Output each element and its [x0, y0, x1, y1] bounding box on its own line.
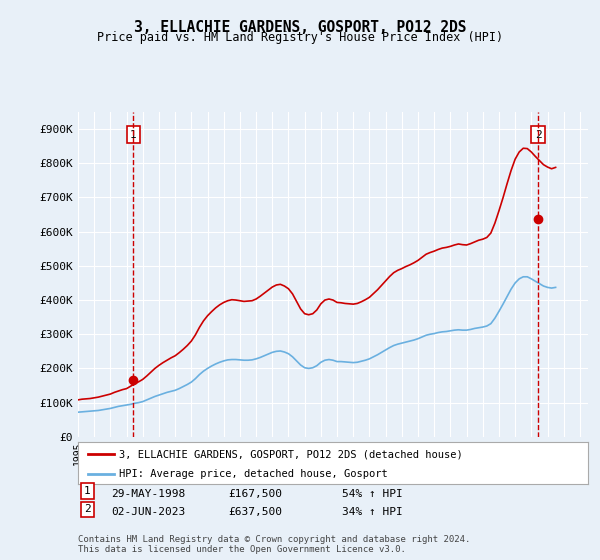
Text: £167,500: £167,500 [228, 489, 282, 499]
Text: £637,500: £637,500 [228, 507, 282, 517]
Text: 34% ↑ HPI: 34% ↑ HPI [342, 507, 403, 517]
Text: 54% ↑ HPI: 54% ↑ HPI [342, 489, 403, 499]
Text: 02-JUN-2023: 02-JUN-2023 [111, 507, 185, 517]
Text: Price paid vs. HM Land Registry's House Price Index (HPI): Price paid vs. HM Land Registry's House … [97, 31, 503, 44]
Text: 1: 1 [130, 130, 137, 140]
Text: 29-MAY-1998: 29-MAY-1998 [111, 489, 185, 499]
Text: 2: 2 [84, 505, 91, 515]
Text: 1: 1 [84, 486, 91, 496]
Text: 2: 2 [535, 130, 542, 140]
Text: Contains HM Land Registry data © Crown copyright and database right 2024.
This d: Contains HM Land Registry data © Crown c… [78, 535, 470, 554]
Text: HPI: Average price, detached house, Gosport: HPI: Average price, detached house, Gosp… [119, 469, 388, 479]
Text: 3, ELLACHIE GARDENS, GOSPORT, PO12 2DS: 3, ELLACHIE GARDENS, GOSPORT, PO12 2DS [134, 20, 466, 35]
Text: 3, ELLACHIE GARDENS, GOSPORT, PO12 2DS (detached house): 3, ELLACHIE GARDENS, GOSPORT, PO12 2DS (… [119, 449, 463, 459]
